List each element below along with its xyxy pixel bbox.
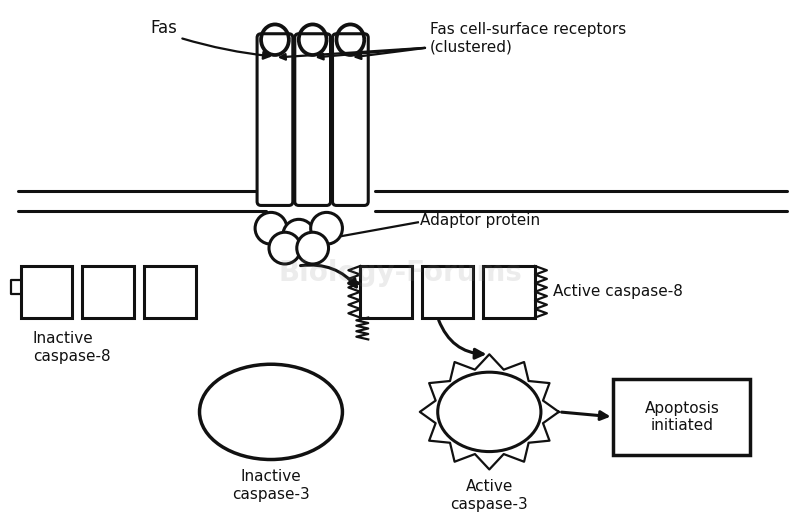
Circle shape xyxy=(310,212,342,244)
Bar xyxy=(82,266,134,318)
Bar xyxy=(614,379,750,454)
Text: Apoptosis
initiated: Apoptosis initiated xyxy=(645,400,719,433)
Text: Inactive
caspase-8: Inactive caspase-8 xyxy=(33,331,110,364)
Bar xyxy=(422,266,474,318)
Bar xyxy=(21,266,73,318)
Text: Adaptor protein: Adaptor protein xyxy=(420,213,540,228)
Bar xyxy=(483,266,535,318)
Circle shape xyxy=(297,232,329,264)
Text: Fas cell-surface receptors
(clustered): Fas cell-surface receptors (clustered) xyxy=(430,22,626,54)
Ellipse shape xyxy=(199,364,342,460)
FancyBboxPatch shape xyxy=(294,34,330,205)
FancyBboxPatch shape xyxy=(333,34,368,205)
Text: Active
caspase-3: Active caspase-3 xyxy=(450,479,528,512)
FancyBboxPatch shape xyxy=(257,34,293,205)
Ellipse shape xyxy=(438,372,541,451)
Text: Active caspase-8: Active caspase-8 xyxy=(553,284,682,300)
Text: Inactive
caspase-3: Inactive caspase-3 xyxy=(232,470,310,502)
Bar xyxy=(360,266,412,318)
Circle shape xyxy=(255,212,287,244)
Circle shape xyxy=(283,219,314,251)
Text: Biology-Forums: Biology-Forums xyxy=(278,259,522,287)
Circle shape xyxy=(269,232,301,264)
Bar xyxy=(144,266,195,318)
Text: Fas: Fas xyxy=(150,19,177,37)
